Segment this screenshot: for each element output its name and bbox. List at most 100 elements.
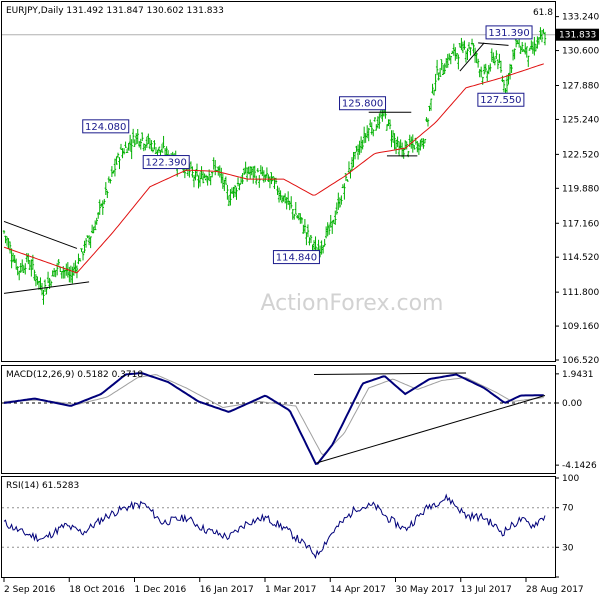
top-right-label: 61.8 bbox=[533, 8, 553, 18]
price-bar bbox=[107, 176, 111, 183]
price-bar bbox=[133, 139, 136, 147]
price-bar bbox=[309, 234, 313, 244]
price-bar bbox=[89, 236, 92, 249]
rsi-tick-label: 30 bbox=[562, 543, 574, 553]
price-bar bbox=[484, 63, 487, 72]
price-tick-label: 111.800 bbox=[562, 288, 599, 298]
price-bar bbox=[189, 161, 193, 170]
price-bar bbox=[457, 54, 460, 70]
price-tick-label: 106.520 bbox=[562, 356, 599, 366]
current-price-label: 131.833 bbox=[559, 31, 596, 41]
price-bar bbox=[425, 117, 428, 122]
price-bar bbox=[97, 212, 100, 219]
price-bar bbox=[71, 266, 74, 284]
price-bar bbox=[227, 195, 231, 207]
price-bar bbox=[288, 200, 291, 211]
price-tick-label: 117.160 bbox=[562, 219, 599, 229]
price-bar bbox=[282, 195, 285, 202]
price-bar bbox=[396, 136, 399, 148]
price-bar bbox=[221, 173, 225, 189]
price-bar bbox=[210, 171, 214, 178]
price-bar bbox=[306, 224, 310, 238]
price-bar bbox=[40, 282, 44, 296]
moving-average-line bbox=[3, 63, 544, 274]
current-price-tag: 131.833 bbox=[556, 28, 599, 41]
time-axis: 2 Sep 2016 18 Oct 2016 1 Dec 2016 16 Jan 20… bbox=[3, 578, 584, 595]
price-bar bbox=[426, 118, 430, 127]
price-bar bbox=[350, 157, 354, 172]
price-bar bbox=[16, 266, 19, 276]
price-bar bbox=[83, 240, 86, 254]
price-bar bbox=[101, 200, 104, 215]
price-bar bbox=[438, 67, 442, 77]
price-bar bbox=[413, 145, 416, 150]
price-bar bbox=[95, 217, 98, 225]
price-bar bbox=[223, 179, 226, 192]
price-bar bbox=[141, 132, 144, 141]
price-bar bbox=[277, 187, 281, 203]
price-bar bbox=[250, 166, 253, 176]
price-bar bbox=[519, 45, 522, 54]
ohlc-header: 131.492 131.847 130.602 131.833 bbox=[66, 6, 223, 16]
price-bar bbox=[449, 56, 452, 65]
price-bar bbox=[376, 116, 380, 129]
price-bar bbox=[490, 48, 494, 62]
price-bar bbox=[539, 27, 542, 40]
time-tick-label: 14 Apr 2017 bbox=[330, 585, 386, 595]
price-bar bbox=[86, 235, 89, 239]
price-bar bbox=[157, 146, 161, 154]
price-bar bbox=[128, 134, 132, 151]
price-bar bbox=[276, 185, 279, 196]
time-tick-label: 28 Aug 2017 bbox=[526, 585, 584, 595]
price-bar bbox=[343, 183, 346, 200]
price-bar bbox=[496, 59, 500, 70]
price-bar bbox=[235, 187, 238, 200]
price-bar bbox=[405, 141, 408, 150]
price-annotation: 122.390 bbox=[142, 155, 190, 170]
price-bar bbox=[5, 236, 9, 246]
price-bar bbox=[74, 260, 77, 274]
price-annotation: 114.840 bbox=[272, 250, 320, 265]
price-bar bbox=[248, 166, 252, 180]
price-bar bbox=[464, 50, 468, 63]
price-bar bbox=[540, 30, 544, 43]
price-bar bbox=[209, 176, 212, 186]
price-bar bbox=[286, 191, 290, 205]
price-bar bbox=[238, 183, 241, 191]
price-bar bbox=[419, 139, 422, 151]
price-bar bbox=[411, 134, 414, 153]
price-bar bbox=[492, 52, 495, 64]
price-bar bbox=[65, 263, 68, 276]
rsi-tick-label: 100 bbox=[562, 474, 579, 484]
price-bar bbox=[367, 127, 370, 142]
price-bar bbox=[434, 73, 437, 92]
price-axis: 133.240 130.600 127.880 125.240 122.520 119.8… bbox=[555, 13, 599, 366]
price-bar bbox=[148, 138, 152, 150]
price-bar bbox=[138, 141, 141, 148]
price-bar bbox=[373, 117, 376, 122]
price-bar bbox=[527, 55, 530, 67]
price-bar bbox=[440, 59, 443, 71]
trend-line bbox=[3, 220, 78, 249]
price-bar bbox=[150, 140, 153, 152]
price-bar bbox=[19, 263, 22, 273]
price-bar bbox=[14, 258, 18, 270]
trend-lines bbox=[3, 42, 509, 294]
price-bar bbox=[375, 124, 378, 131]
price-bar bbox=[399, 139, 402, 149]
price-bar bbox=[84, 238, 88, 248]
price-bar bbox=[495, 50, 498, 59]
price-bar bbox=[124, 141, 127, 148]
price-bar bbox=[445, 58, 448, 69]
price-bar bbox=[537, 37, 541, 45]
price-bar bbox=[479, 66, 483, 78]
macd-layer bbox=[2, 372, 555, 466]
price-bar bbox=[245, 167, 249, 182]
watermark: ActionForex.com bbox=[261, 291, 444, 316]
rsi-tick-label: 70 bbox=[562, 504, 574, 514]
price-bar bbox=[113, 158, 117, 177]
price-bar bbox=[122, 148, 126, 155]
price-bar bbox=[347, 161, 351, 173]
time-tick-label: 1 Mar 2017 bbox=[265, 585, 316, 595]
price-bar bbox=[361, 139, 364, 150]
